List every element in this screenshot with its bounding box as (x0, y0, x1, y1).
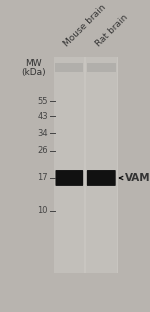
Bar (86, 57, 117, 273)
FancyBboxPatch shape (87, 170, 116, 186)
Text: 43: 43 (37, 112, 48, 121)
Text: 26: 26 (37, 146, 48, 155)
Text: Rat brain: Rat brain (94, 12, 130, 48)
Text: 10: 10 (37, 207, 48, 215)
Text: VAMP2: VAMP2 (124, 173, 150, 183)
Text: 17: 17 (37, 173, 48, 183)
Bar (55, 63, 83, 72)
Text: MW: MW (25, 59, 42, 68)
Text: 34: 34 (37, 129, 48, 138)
Text: (kDa): (kDa) (21, 68, 46, 77)
Text: Mouse brain: Mouse brain (62, 2, 107, 48)
Bar (54, 57, 118, 273)
FancyBboxPatch shape (56, 170, 83, 186)
Bar (87, 63, 116, 72)
Text: 55: 55 (37, 97, 48, 105)
Bar (54, 57, 84, 273)
